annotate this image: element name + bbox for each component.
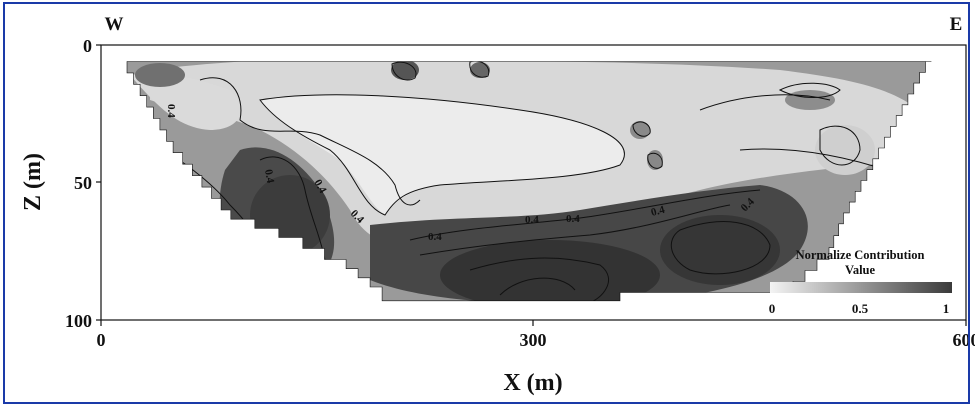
figure-border — [3, 2, 970, 404]
